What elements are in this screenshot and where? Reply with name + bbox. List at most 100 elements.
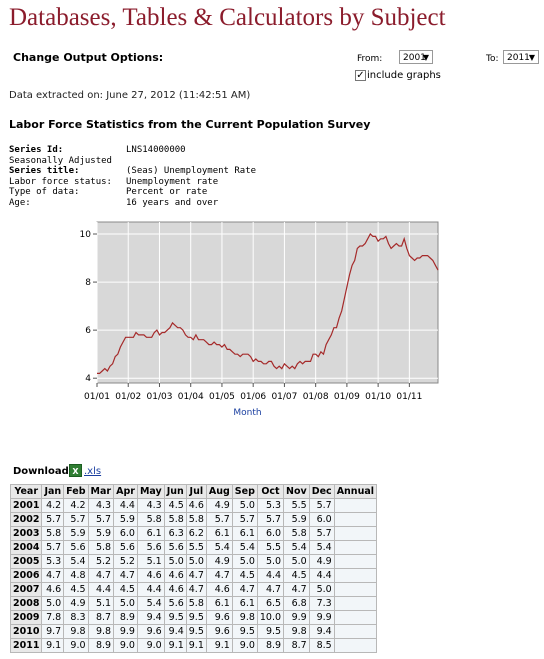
table-cell: 5.4 (308, 540, 335, 555)
table-cell: 9.5 (185, 610, 207, 625)
table-cell: 4.7 (256, 582, 285, 597)
table-cell: 9.6 (205, 610, 233, 625)
table-cell: 9.1 (205, 638, 233, 653)
table-cell: 9.5 (185, 624, 207, 639)
table-cell: 5.0 (185, 554, 207, 569)
table-cell: 6.5 (256, 596, 285, 611)
table-cell: 8.7 (87, 610, 115, 625)
plot-area (96, 221, 439, 384)
table-row: 2001 4.2 4.2 4.3 4.4 4.3 4.5 4.6 4.9 5.0 5.3 5.5 5.7 (9, 498, 378, 513)
column-header: May (136, 484, 165, 499)
annual-cell (333, 638, 378, 653)
table-cell: 5.6 (163, 540, 187, 555)
table-cell: 5.0 (256, 554, 285, 569)
table-cell: 9.0 (136, 638, 165, 653)
table-cell: 5.5 (185, 540, 207, 555)
x-tick-label: 01/06 (240, 392, 266, 402)
table-cell: 4.7 (87, 568, 115, 583)
table-cell: 5.3 (41, 554, 65, 569)
table-cell: 8.3 (63, 610, 89, 625)
annual-cell (333, 596, 378, 611)
table-row: 2003 5.8 5.9 5.9 6.0 6.1 6.3 6.2 6.1 6.1 6.0 5.8 5.7 (9, 526, 378, 541)
table-cell: 9.9 (283, 610, 310, 625)
table-cell: 4.6 (163, 568, 187, 583)
table-cell: 9.1 (185, 638, 207, 653)
x-tick-label: 01/03 (147, 392, 173, 402)
table-cell: 10.0 (256, 610, 285, 625)
chevron-down-icon: ▼ (422, 53, 429, 62)
table-cell: 5.9 (113, 512, 138, 527)
lf-status-value: Unemployment rate (126, 176, 219, 187)
table-cell: 5.6 (113, 540, 138, 555)
row-year: 2007 (9, 582, 43, 597)
table-cell: 5.8 (163, 512, 187, 527)
table-cell: 5.4 (205, 540, 233, 555)
x-tick-label: 01/02 (115, 392, 141, 402)
table-cell: 5.4 (136, 596, 165, 611)
table-cell: 9.0 (231, 638, 258, 653)
table-cell: 6.1 (136, 526, 165, 541)
column-header: Oct (256, 484, 285, 499)
table-cell: 4.6 (185, 498, 207, 513)
table-cell: 6.1 (231, 526, 258, 541)
table-cell: 6.0 (308, 512, 335, 527)
download-label: Download: (13, 466, 73, 477)
table-cell: 5.9 (283, 512, 310, 527)
excel-icon[interactable]: X (69, 464, 82, 477)
annual-cell (333, 624, 378, 639)
table-cell: 4.7 (185, 582, 207, 597)
table-cell: 4.6 (163, 582, 187, 597)
row-year: 2004 (9, 540, 43, 555)
age-label: Age: (9, 197, 31, 208)
row-year: 2005 (9, 554, 43, 569)
include-graphs-checkbox[interactable]: ✓ (355, 70, 366, 81)
x-tick-label: 01/07 (271, 392, 297, 402)
series-id-value: LNS14000000 (126, 145, 186, 155)
table-cell: 5.8 (41, 526, 65, 541)
y-tick-label: 4 (85, 374, 91, 384)
to-year-select[interactable]: 2011 ▼ (503, 50, 539, 64)
table-cell: 9.6 (205, 624, 233, 639)
table-cell: 5.4 (283, 540, 310, 555)
from-label: From: (357, 54, 383, 64)
annual-cell (333, 554, 378, 569)
table-cell: 4.8 (63, 568, 89, 583)
column-header: Aug (205, 484, 233, 499)
y-tick-label: 10 (80, 230, 92, 240)
table-cell: 5.1 (136, 554, 165, 569)
series-title-value: (Seas) Unemployment Rate (126, 166, 257, 177)
chevron-down-icon: ▼ (528, 53, 535, 62)
table-header-row: Year Jan Feb Mar Apr May Jun Jul Aug Sep Oct Nov Dec… (9, 484, 378, 499)
table-cell: 4.4 (256, 568, 285, 583)
table-row: 2004 5.7 5.6 5.8 5.6 5.6 5.6 5.5 5.4 5.4 5.5 5.4 5.4 (9, 540, 378, 555)
table-cell: 9.9 (308, 610, 335, 625)
xls-download-link[interactable]: .xls (84, 466, 102, 477)
y-tick-label: 8 (85, 278, 91, 288)
table-cell: 8.9 (87, 638, 115, 653)
section-subtitle: Labor Force Statistics from the Current … (9, 118, 371, 131)
table-cell: 4.6 (205, 582, 233, 597)
table-cell: 6.3 (163, 526, 187, 541)
y-tick-label: 6 (85, 326, 91, 336)
table-cell: 9.8 (87, 624, 115, 639)
table-cell: 6.1 (205, 596, 233, 611)
x-tick-label: 01/01 (84, 392, 110, 402)
table-cell: 4.5 (283, 568, 310, 583)
from-year-select[interactable]: 2001 ▼ (399, 50, 433, 64)
table-cell: 9.0 (113, 638, 138, 653)
to-label: To: (486, 54, 499, 64)
table-cell: 9.0 (63, 638, 89, 653)
column-header: Jun (163, 484, 187, 499)
column-header: Jan (41, 484, 65, 499)
table-row: 2008 5.0 4.9 5.1 5.0 5.4 5.6 5.8 6.1 6.1 6.5 6.8 7.3 (9, 596, 378, 611)
table-cell: 6.0 (113, 526, 138, 541)
from-year-value: 2001 (403, 53, 426, 63)
column-header: Sep (231, 484, 258, 499)
column-header: Jul (185, 484, 207, 499)
column-header: Year (9, 484, 43, 499)
table-cell: 4.7 (205, 568, 233, 583)
table-cell: 4.2 (63, 498, 89, 513)
table-cell: 4.7 (185, 568, 207, 583)
table-cell: 5.5 (283, 498, 310, 513)
annual-cell (333, 582, 378, 597)
